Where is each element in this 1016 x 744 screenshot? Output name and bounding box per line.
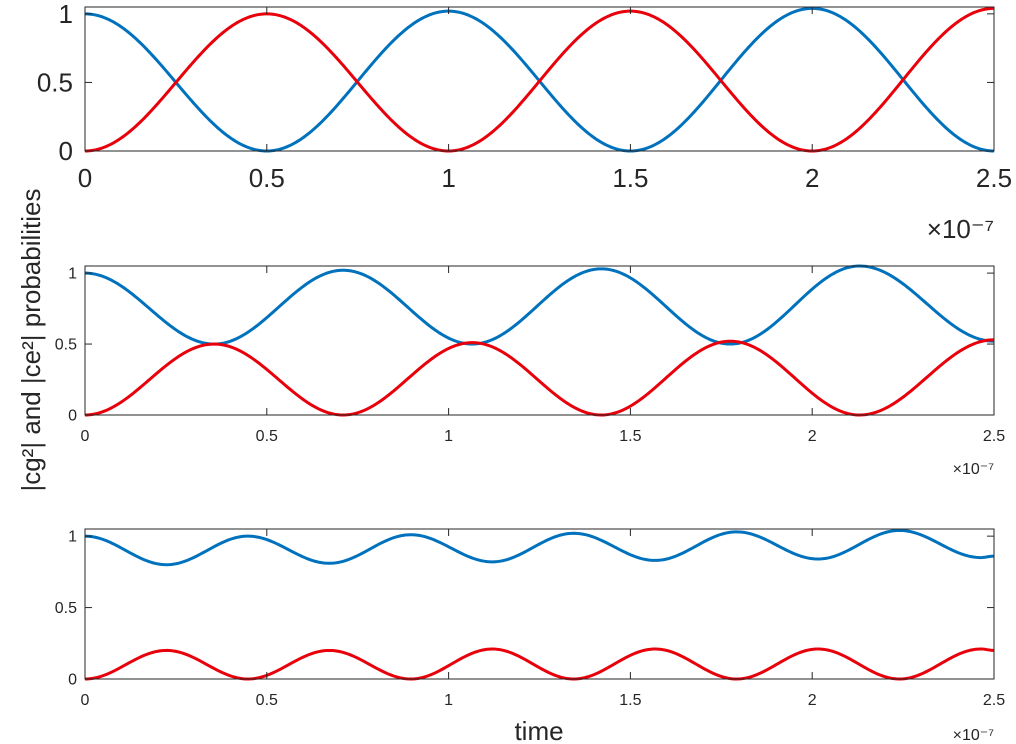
y-axis-label-text: |cg²| and |ce²| probabilities — [16, 188, 46, 491]
x-exponent-label: ×10⁻⁷ — [953, 461, 995, 478]
cg-probability-line — [84, 528, 995, 567]
x-tick-label: 2.5 — [983, 692, 1005, 709]
x-tick-label: 2.5 — [976, 163, 1012, 193]
y-axis-label: |cg²| and |ce²| probabilities — [16, 188, 46, 491]
x-tick-label: 1.5 — [612, 163, 648, 193]
y-tick-label: 1 — [68, 529, 77, 546]
x-tick-label: 0 — [78, 163, 92, 193]
y-tick-label: 0.5 — [55, 337, 77, 354]
x-tick-label: 1.5 — [619, 428, 641, 445]
ce-probability-line — [84, 647, 995, 681]
x-tick-label: 1.5 — [619, 692, 641, 709]
x-exponent-label: ×10⁻⁷ — [927, 214, 994, 244]
axes-box — [84, 528, 995, 680]
x-tick-label: 1 — [444, 428, 453, 445]
x-tick-label: 0.5 — [256, 428, 278, 445]
subplot-3: 0 0.5 1 1.5 2 2.5 0 0.5 1 ×10⁻⁷ — [55, 528, 1005, 744]
x-tick-label: 1 — [441, 163, 455, 193]
y-tick-label: 1 — [68, 266, 77, 283]
x-tick-label: 0 — [81, 692, 90, 709]
x-tick-label: 2 — [808, 692, 817, 709]
ce-probability-line — [84, 338, 995, 417]
y-tick-label: 0 — [68, 672, 77, 689]
ce-probability-line — [84, 6, 995, 153]
x-tick-label: 0 — [81, 428, 90, 445]
y-tick-label: 0 — [59, 136, 73, 166]
x-tick-label: 2 — [805, 163, 819, 193]
x-axis-label: time — [514, 716, 563, 744]
y-tick-label: 1 — [59, 0, 73, 29]
x-tick-label: 0.5 — [256, 692, 278, 709]
subplot-1: 0 0.5 1 1.5 2 2.5 0 0.5 1 ×10⁻⁷ — [37, 0, 1012, 244]
y-tick-label: 0.5 — [55, 600, 77, 617]
y-tick-label: 0.5 — [37, 68, 73, 98]
cg-probability-line — [84, 264, 995, 346]
x-tick-label: 2.5 — [983, 428, 1005, 445]
x-tick-label: 0.5 — [249, 163, 285, 193]
x-tick-label: 2 — [808, 428, 817, 445]
y-tick-label: 0 — [68, 408, 77, 425]
axes-box — [84, 265, 995, 416]
x-tick-label: 1 — [444, 692, 453, 709]
x-exponent-label: ×10⁻⁷ — [953, 727, 995, 744]
axes-box — [84, 6, 995, 152]
subplot-2: 0 0.5 1 1.5 2 2.5 0 0.5 1 ×10⁻⁷ — [55, 264, 1005, 478]
